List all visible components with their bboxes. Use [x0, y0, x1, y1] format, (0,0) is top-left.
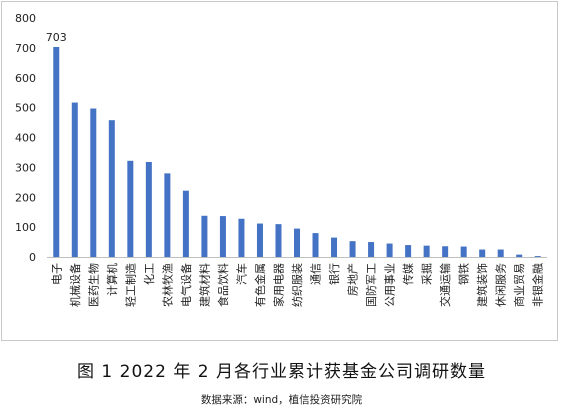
figure-caption: 图 1 2022 年 2 月各行业累计获基金公司调研数量	[77, 362, 486, 382]
x-tick-label: 纺织服装	[290, 263, 304, 307]
y-tick-label: 300	[15, 161, 36, 174]
x-tick-label: 汽车	[234, 263, 248, 285]
y-tick-label: 0	[29, 251, 36, 264]
x-tick-label: 建筑装饰	[475, 263, 489, 307]
bar	[534, 256, 541, 257]
x-tick-label: 非银金融	[531, 263, 545, 307]
bar	[497, 249, 504, 257]
x-tick-label: 化工	[142, 263, 156, 285]
bar	[90, 108, 97, 258]
bar	[256, 223, 263, 257]
bar	[53, 46, 60, 258]
bar	[479, 249, 486, 257]
bar	[201, 215, 208, 257]
bar	[349, 241, 356, 257]
x-tick-label: 房地产	[346, 263, 360, 296]
bars	[53, 46, 541, 258]
bar	[108, 120, 115, 257]
y-tick-label: 500	[15, 102, 36, 115]
bar	[275, 224, 282, 257]
x-tick-label: 国防军工	[364, 263, 378, 307]
source-note: 数据来源：wind，植信投资研究院	[200, 394, 363, 406]
x-tick-label: 商业贸易	[512, 263, 526, 307]
bar	[331, 237, 338, 257]
x-tick-label: 机械设备	[68, 263, 82, 307]
x-tick-label: 公用事业	[384, 263, 397, 307]
x-tick-label: 医药生物	[86, 263, 100, 307]
bar	[423, 245, 430, 257]
x-axis: 电子 机械设备 医药生物 计算机 轻工制造 化工 农林牧渔 电气设备 建筑材料 食品饮料 汽车 有色金…	[50, 263, 544, 307]
x-tick-label: 食品饮料	[216, 263, 230, 307]
bar	[405, 245, 412, 257]
x-tick-label: 家用电器	[271, 263, 285, 307]
x-tick-label: 电气设备	[179, 263, 193, 307]
x-tick-label: 钢铁	[458, 263, 471, 285]
bar	[516, 254, 523, 257]
y-axis: 0 100 200 300 400 500 600 700 800	[15, 12, 36, 264]
bar	[368, 242, 375, 257]
y-tick-label: 200	[15, 191, 36, 204]
x-tick-label: 采掘	[420, 263, 434, 285]
bar	[312, 233, 319, 257]
x-tick-label: 休闲服务	[494, 263, 508, 307]
bar	[182, 190, 189, 257]
x-tick-label: 计算机	[105, 263, 119, 296]
bar	[71, 102, 78, 257]
y-tick-label: 100	[15, 221, 36, 234]
bar	[294, 228, 300, 257]
x-tick-label: 通信	[310, 263, 323, 285]
chart-frame: 0 100 200 300 400 500 600 700 800 电子 机械设备 医药生物 计算机轻…	[1, 1, 558, 341]
y-tick-label: 600	[15, 72, 36, 85]
data-label: 703	[46, 31, 67, 44]
y-tick-label: 400	[15, 132, 36, 145]
x-tick-label: 交通运输	[438, 263, 452, 307]
x-tick-label: 传媒	[402, 263, 415, 285]
bar	[386, 243, 393, 257]
x-tick-label: 银行	[327, 263, 341, 285]
bar-chart: 0 100 200 300 400 500 600 700 800 电子 机械设备 医药生物 计算机轻…	[15, 12, 547, 307]
x-tick-label: 轻工制造	[123, 263, 137, 307]
x-tick-label: 农林牧渔	[160, 263, 174, 307]
bar	[442, 246, 449, 257]
bar	[460, 246, 467, 257]
data-labels: 703	[46, 31, 67, 44]
bar	[164, 173, 171, 257]
x-tick-label: 电子	[50, 263, 63, 285]
bar	[219, 216, 226, 257]
y-tick-label: 800	[15, 12, 36, 25]
bar	[127, 160, 134, 257]
y-tick-label: 700	[15, 42, 36, 55]
bar	[238, 218, 245, 257]
x-tick-label: 有色金属	[253, 263, 267, 307]
bar	[145, 161, 152, 257]
x-tick-label: 建筑材料	[197, 263, 211, 307]
